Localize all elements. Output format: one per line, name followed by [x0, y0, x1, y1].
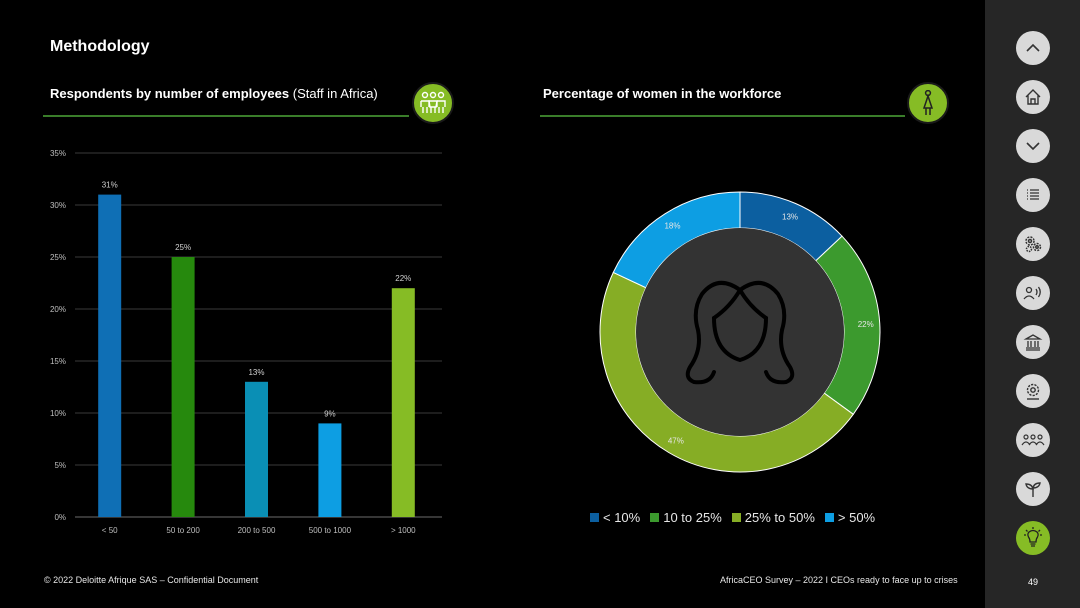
legend-label: 25% to 50% — [744, 510, 815, 525]
legend-swatch — [590, 513, 599, 522]
nav-up-button[interactable] — [1016, 31, 1050, 65]
donut-hole — [636, 228, 844, 436]
legend-label: < 10% — [603, 510, 641, 525]
legend-label: 10 to 25% — [663, 510, 722, 525]
y-tick-label: 15% — [50, 357, 66, 366]
y-tick-label: 20% — [50, 305, 66, 314]
gears-icon — [1025, 236, 1042, 253]
x-tick-label: 500 to 1000 — [309, 526, 352, 535]
footer-survey: AfricaCEO Survey – 2022 I CEOs ready to … — [720, 575, 958, 585]
legend-label: > 50% — [837, 510, 876, 525]
plant-icon — [1025, 482, 1041, 497]
legend-swatch — [824, 513, 834, 522]
chevron-down-icon — [1026, 142, 1040, 151]
slide: Methodology Respondents by number of emp… — [43, 38, 958, 585]
bar — [391, 288, 415, 517]
y-tick-label: 0% — [54, 513, 66, 522]
y-tick-label: 10% — [50, 409, 66, 418]
legend-item: 10 to 25% — [650, 510, 722, 525]
slice-data-label: 22% — [858, 320, 874, 329]
bar-chart-title-bold: Respondents by number of employees — [50, 86, 290, 101]
legend-item: > 50% — [824, 510, 876, 525]
people-icon — [1021, 434, 1045, 446]
x-tick-label: 200 to 500 — [238, 526, 276, 535]
legend-swatch — [731, 513, 741, 522]
nav-institution-button[interactable] — [1016, 325, 1050, 359]
legend-swatch — [650, 513, 660, 522]
donut-chart: 13% 22% 47% 18% — [599, 191, 881, 473]
page-title: Methodology — [50, 38, 150, 55]
footer-copyright: © 2022 Deloitte Afrique SAS – Confidenti… — [44, 575, 259, 585]
y-tick-label: 35% — [50, 149, 66, 158]
nav-down-button[interactable] — [1016, 129, 1050, 163]
people-group-icon — [412, 82, 454, 124]
slice-data-label: 47% — [668, 436, 684, 445]
bar-chart-title-light: (Staff in Africa) — [292, 86, 378, 101]
nav-contents-button[interactable] — [1016, 178, 1050, 212]
bar-data-label: 9% — [324, 409, 336, 418]
legend-item: 25% to 50% — [731, 510, 815, 525]
bar — [171, 257, 195, 517]
nav-speaker-button[interactable] — [1016, 276, 1050, 310]
y-tick-label: 5% — [54, 461, 66, 470]
woman-face-icon — [685, 281, 795, 385]
lightbulb-icon — [1024, 527, 1042, 547]
x-tick-label: 50 to 200 — [166, 526, 200, 535]
donut-legend: < 10% 10 to 25% 25% to 50% > 50% — [590, 510, 875, 525]
nav-gears-button[interactable] — [1016, 227, 1050, 261]
chevron-up-icon — [1026, 43, 1040, 52]
bar-chart-title: Respondents by number of employees (Staf… — [50, 86, 378, 101]
nav-home-button[interactable] — [1016, 80, 1050, 114]
nav-settings-button[interactable] — [1016, 374, 1050, 408]
nav-people-button[interactable] — [1016, 423, 1050, 457]
bar-data-label: 25% — [175, 243, 191, 252]
bar-data-label: 13% — [248, 368, 264, 377]
x-tick-label: < 50 — [102, 526, 118, 535]
nav-plant-button[interactable] — [1016, 472, 1050, 506]
slice-data-label: 18% — [664, 222, 680, 231]
donut-chart-title-rule — [540, 115, 905, 117]
bar — [98, 194, 122, 517]
home-icon — [1025, 89, 1041, 105]
y-tick-label: 25% — [50, 253, 66, 262]
bar-data-label: 22% — [395, 274, 411, 283]
bar — [245, 381, 268, 517]
bar-data-label: 31% — [102, 181, 118, 190]
settings-icon — [1026, 383, 1040, 400]
bar — [318, 423, 342, 517]
institution-icon — [1023, 334, 1043, 351]
slice-data-label: 13% — [782, 212, 798, 221]
speaking-person-icon — [1023, 286, 1041, 300]
x-tick-label: > 1000 — [391, 526, 416, 535]
list-icon — [1027, 189, 1039, 200]
bar-chart-title-rule — [43, 115, 409, 117]
donut-chart-title: Percentage of women in the workforce — [543, 86, 782, 101]
legend-item: < 10% — [590, 510, 640, 525]
y-tick-label: 30% — [50, 201, 66, 210]
page-number: 49 — [1027, 577, 1038, 587]
woman-icon — [907, 82, 949, 124]
nav-ideas-button[interactable] — [1016, 521, 1050, 555]
bar-chart: 0% 5% 10% 15% 20% 25% 30% 35% 31% < 50 25% 50 to 20… — [50, 149, 442, 535]
